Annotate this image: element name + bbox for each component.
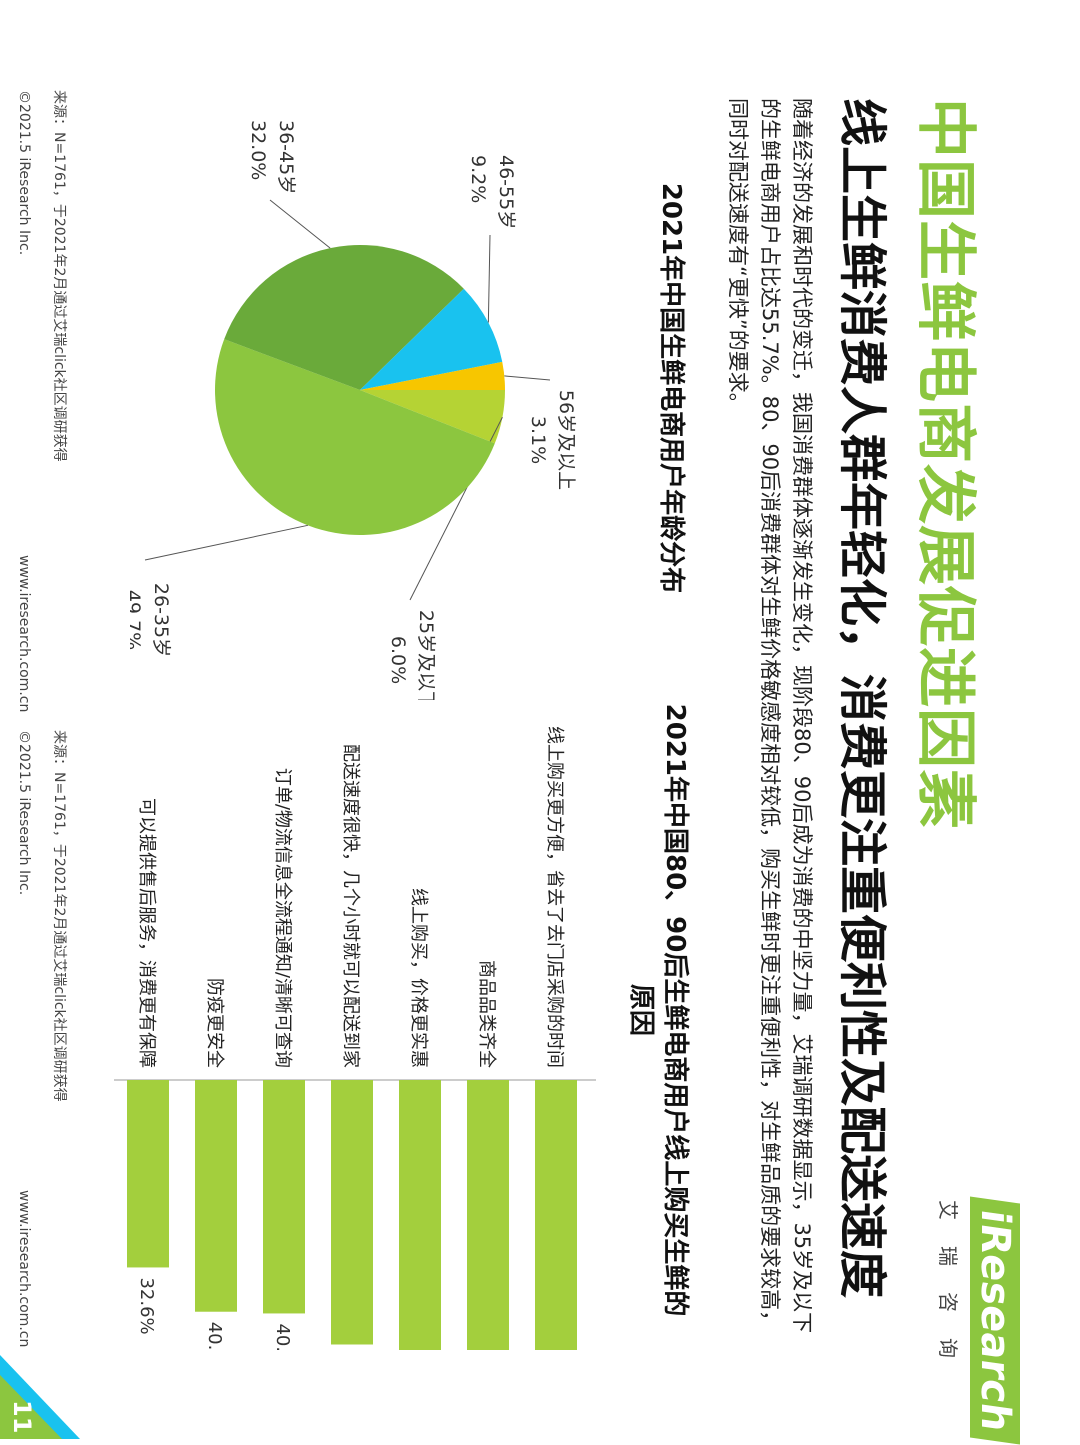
bar-chart-title-line2: 原因	[626, 983, 656, 1036]
bar-chart-title: 2021年中国80、90后生鲜电商用户线上购买生鲜的 原因	[624, 700, 692, 1320]
bar-chart-title-line1: 2021年中国80、90后生鲜电商用户线上购买生鲜的	[660, 703, 690, 1317]
pie-url: www.iresearch.com.cn	[16, 555, 32, 713]
pie-slice-label: 46-55岁	[495, 155, 517, 229]
intro-paragraph: 随着经济的发展和时代的变迁，我国消费群体逐渐发生变化，现阶段80、90后成为消费…	[726, 98, 814, 1334]
pie-chart-title: 2021年中国生鲜电商用户年龄分布	[656, 182, 686, 594]
bar-category-label: 线上购买更方便，省去了去门店采购的时间	[544, 726, 565, 1068]
pie-slice-value: 49.7%	[130, 590, 144, 650]
bar-category-label: 商品品类齐全	[476, 960, 497, 1068]
bar-source: 来源：N=1761，于2021年2月通过艾瑞click社区调研获得	[51, 730, 67, 1102]
page-number: 11	[8, 1400, 36, 1434]
bar-category-label: 订单/物流信息全流程通知/清晰可查询	[272, 768, 293, 1068]
pie-slice-label: 26-35岁	[150, 583, 172, 657]
bar-value-label: 40.6%	[272, 1323, 293, 1350]
pie-slice	[360, 361, 505, 390]
bar-value-label: 32.6%	[136, 1277, 157, 1334]
pie-slice	[215, 339, 495, 535]
pie-copyright: ©2021.5 iResearch Inc.	[16, 90, 32, 256]
pie-slice-label: 25岁及以下	[415, 610, 437, 700]
bar-category-label: 可以提供售后服务，消费更有保障	[136, 798, 157, 1068]
bar	[263, 1080, 305, 1314]
pie-source: 来源：N=1761，于2021年2月通过艾瑞click社区调研获得	[51, 90, 67, 462]
bar-value-label: 40.3%	[204, 1322, 225, 1350]
bar	[399, 1080, 441, 1350]
bar	[331, 1080, 373, 1345]
bar	[127, 1080, 169, 1268]
bar-url: www.iresearch.com.cn	[16, 1190, 32, 1348]
page-subtitle: 线上生鲜消费人群年轻化，消费更注重便利性及配送速度	[834, 98, 890, 1299]
pie-slice	[360, 390, 505, 444]
bar-copyright: ©2021.5 iResearch Inc.	[16, 730, 32, 896]
pie-slice-value: 6.0%	[387, 636, 409, 684]
pie-slice-value: 9.2%	[467, 155, 489, 203]
bar	[535, 1080, 577, 1350]
bar-category-label: 线上购买，价格更实惠	[408, 888, 429, 1068]
pie-slice-value: 3.1%	[527, 416, 549, 464]
logo-sub: 艾瑞咨询	[936, 1200, 960, 1384]
pie-slice	[224, 245, 464, 390]
pie-leader-line	[144, 524, 308, 561]
page-corner	[0, 1355, 80, 1439]
pie-leader-line	[487, 234, 491, 323]
iresearch-logo: iResearch 艾瑞咨询	[935, 1196, 1020, 1445]
bar-category-label: 配送速度很快，几个小时就可以配送到家	[340, 744, 361, 1068]
bar	[467, 1080, 509, 1350]
logo-brand: iResearch	[970, 1196, 1020, 1445]
pie-leader-line	[504, 375, 551, 381]
bar-category-label: 防疫更安全	[204, 978, 225, 1068]
pie-slice-label: 56岁及以上	[555, 390, 577, 490]
bar	[195, 1080, 237, 1312]
pie-slice	[360, 288, 503, 390]
pie-chart: 25岁及以下 6.0% 26-35岁 49.7% 36-45岁 32.0% 46-55岁 9.…	[130, 120, 577, 700]
pie-slice-value: 32.0%	[247, 120, 269, 180]
pie-leader-line	[269, 199, 331, 249]
pie-slice-label: 36-45岁	[275, 120, 297, 194]
bar-chart: 线上购买更方便，省去了去门店采购的时间59.2%商品品类齐全55.8%线上购买，…	[114, 726, 596, 1350]
page-title: 中国生鲜电商发展促进因素	[910, 98, 980, 830]
